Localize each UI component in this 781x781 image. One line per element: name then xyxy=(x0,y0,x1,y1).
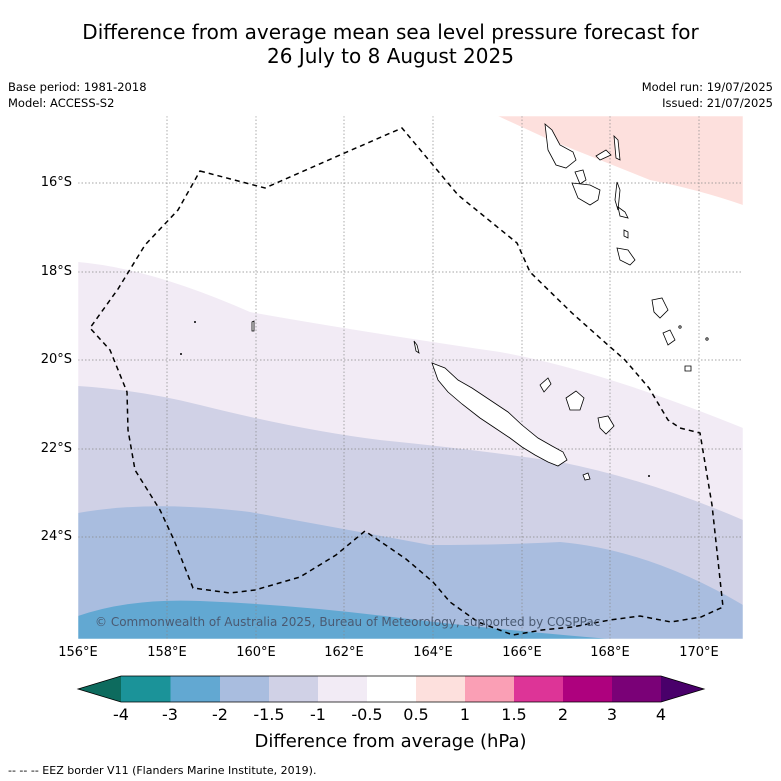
lat-label-24s: 24°S xyxy=(40,529,72,544)
lon-label-170e: 170°E xyxy=(679,645,719,660)
belep-islands xyxy=(413,340,420,354)
colorbar-over-arrow xyxy=(661,676,704,702)
colorbar-tick-label: 1 xyxy=(459,705,471,724)
loyalty-island-ouvea xyxy=(539,377,552,393)
new-caledonia-coastline xyxy=(431,362,568,467)
eez-footnote: -- -- -- EEZ border V11 (Flanders Marine… xyxy=(8,764,317,777)
colorbar-bin-11 xyxy=(612,676,661,702)
islet-dot-1 xyxy=(194,321,196,323)
colorbar xyxy=(76,675,706,703)
colorbar-bin-5 xyxy=(318,676,367,702)
map-frame xyxy=(77,115,744,640)
graticule xyxy=(78,116,743,639)
model-run-text: Model run: 19/07/2025 xyxy=(641,80,773,94)
colorbar-under-arrow xyxy=(78,676,121,702)
base-period-text: Base period: 1981-2018 xyxy=(8,80,147,94)
issued-text: Issued: 21/07/2025 xyxy=(662,96,773,110)
vanuatu-islands xyxy=(544,123,709,372)
copyright-text: © Commonwealth of Australia 2025, Bureau… xyxy=(95,615,600,629)
colorbar-tick-label: -1.5 xyxy=(253,705,285,724)
colorbar-bin-3 xyxy=(220,676,269,702)
islet-dot-2 xyxy=(180,353,182,355)
isle-of-pines xyxy=(582,472,591,481)
eez-border xyxy=(89,127,724,636)
colorbar-bin-10 xyxy=(563,676,612,702)
lon-label-156e: 156°E xyxy=(58,645,98,660)
map-title-line2: 26 July to 8 August 2025 xyxy=(267,44,514,68)
colorbar-bin-1 xyxy=(121,676,171,702)
lon-label-160e: 160°E xyxy=(236,645,276,660)
lon-label-164e: 164°E xyxy=(413,645,453,660)
colorbar-tick-label: -3 xyxy=(162,705,178,724)
colorbar-tick-label: -0.5 xyxy=(351,705,383,724)
model-text: Model: ACCESS-S2 xyxy=(8,96,115,110)
colorbar-tick-label: -4 xyxy=(113,705,129,724)
anomaly-band-minus3-minus2 xyxy=(78,600,610,639)
colorbar-bin-7 xyxy=(416,676,465,702)
lon-label-166e: 166°E xyxy=(502,645,542,660)
anomaly-band-0p5-1 xyxy=(498,116,743,205)
colorbar-tick-label: 1.5 xyxy=(501,705,527,724)
lon-label-158e: 158°E xyxy=(147,645,187,660)
colorbar-tick-label: -2 xyxy=(212,705,228,724)
colorbar-tick-label: 0.5 xyxy=(403,705,429,724)
colorbar-tick-label: -1 xyxy=(310,705,326,724)
colorbar-bin-9 xyxy=(514,676,563,702)
colorbar-tick-label: 2 xyxy=(557,705,569,724)
loyalty-island-lifou xyxy=(565,390,585,411)
colorbar-tick-label: 4 xyxy=(655,705,667,724)
loyalty-island-mare xyxy=(597,415,615,435)
colorbar-bin-8 xyxy=(465,676,514,702)
colorbar-bin-6 xyxy=(367,676,416,702)
colorbar-bin-4 xyxy=(269,676,318,702)
map-title-line1: Difference from average mean sea level p… xyxy=(82,20,699,44)
colorbar-bin-2 xyxy=(170,676,220,702)
map-area xyxy=(78,116,743,639)
lon-label-162e: 162°E xyxy=(324,645,364,660)
lat-label-20s: 20°S xyxy=(40,352,72,367)
lat-label-18s: 18°S xyxy=(40,264,72,279)
lon-label-168e: 168°E xyxy=(590,645,630,660)
colorbar-tick-label: 3 xyxy=(606,705,618,724)
lat-label-22s: 22°S xyxy=(40,441,72,456)
chesterfield-islet xyxy=(251,320,255,332)
islet-dot-3 xyxy=(648,475,650,477)
colorbar-title: Difference from average (hPa) xyxy=(254,731,527,752)
lat-label-16s: 16°S xyxy=(40,175,72,190)
